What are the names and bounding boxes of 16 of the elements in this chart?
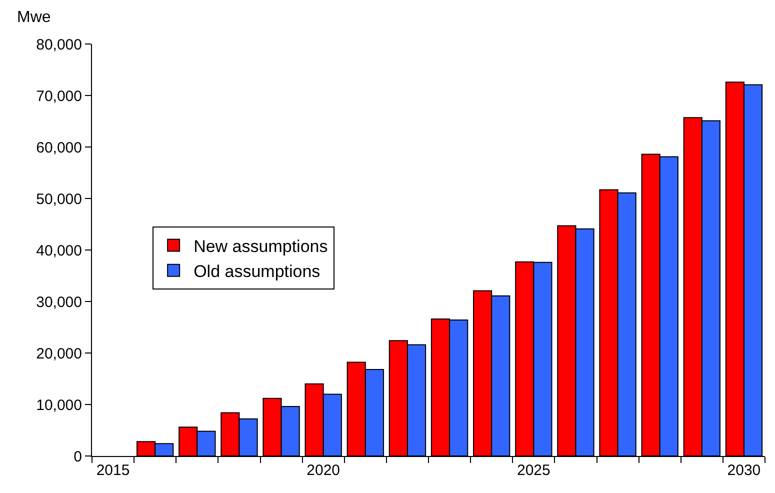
y-tick-label: 80,000 [36, 36, 82, 54]
y-tick-label: 40,000 [36, 242, 82, 260]
y-tick-label: 60,000 [36, 139, 82, 156]
y-tick-label: 10,000 [36, 396, 82, 414]
x-tick-label: 2025 [516, 462, 550, 479]
y-tick-label: 20,000 [36, 345, 82, 362]
y-tick-label: 30,000 [36, 294, 82, 311]
y-tick-label: 70,000 [36, 88, 82, 105]
y-axis-title: Mwe [17, 9, 51, 26]
y-tick-label: 0 [74, 448, 82, 466]
x-tick-label: 2030 [727, 462, 761, 479]
legend-label: Old assumptions [194, 262, 320, 282]
legend-label: New assumptions [194, 236, 328, 256]
x-tick-label: 2020 [306, 462, 340, 479]
x-tick-label: 2015 [96, 462, 130, 479]
y-tick-label: 50,000 [36, 190, 82, 208]
